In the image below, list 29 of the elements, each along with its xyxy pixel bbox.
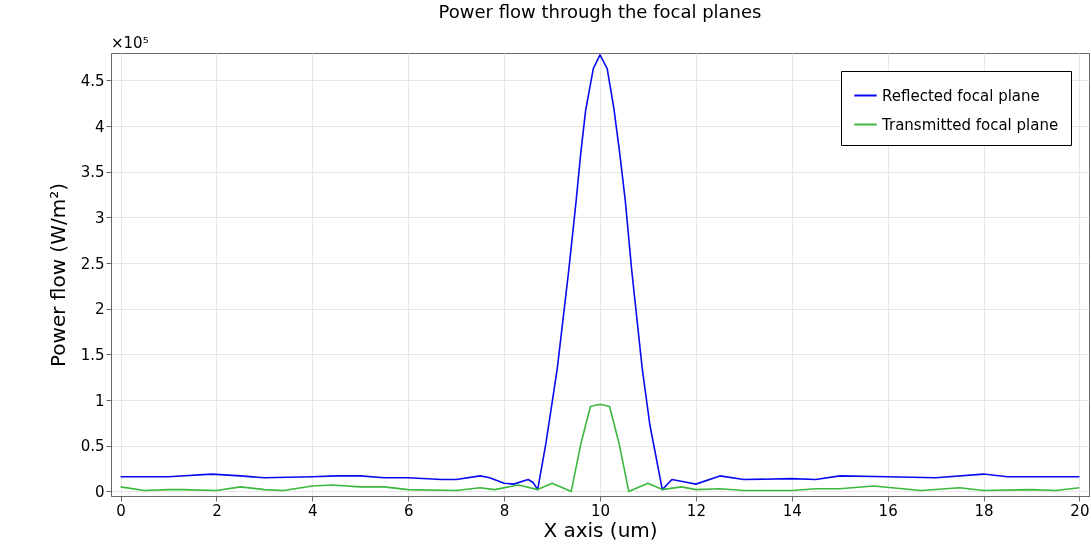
y-tick-label: 2.5 xyxy=(80,254,105,273)
x-axis-title: X axis (um) xyxy=(543,517,658,542)
x-tick-label: 18 xyxy=(974,501,994,520)
y-tick-label: 2 xyxy=(94,300,105,319)
legend-label: Reflected focal plane xyxy=(882,86,1040,105)
x-tick-label: 20 xyxy=(1070,501,1090,520)
text: ×10⁵ xyxy=(111,34,149,52)
legend-label: Transmitted focal plane xyxy=(881,115,1059,134)
y-tick-label: 4 xyxy=(94,117,105,136)
x-tick-label: 12 xyxy=(686,501,706,520)
x-tick-label: 4 xyxy=(308,501,318,520)
y-tick-label: 0 xyxy=(94,482,105,501)
y-tick-label: 0.5 xyxy=(80,437,105,456)
y-axis-title: Power flow (W/m²) xyxy=(45,183,70,367)
y-tick-label: 3.5 xyxy=(80,163,105,182)
y-tick-label: 1 xyxy=(94,391,105,410)
x-tick-label: 0 xyxy=(116,501,126,520)
line-series xyxy=(119,54,1081,491)
y-tick-label: 3 xyxy=(94,208,105,227)
x-tick-label: 6 xyxy=(403,501,414,520)
y-tick-label: 1.5 xyxy=(80,345,105,364)
x-tick-label: 16 xyxy=(878,501,898,520)
chart-title: Power flow through the focal planes xyxy=(438,1,762,22)
x-tick-label: 8 xyxy=(499,501,510,520)
x-tick-label: 14 xyxy=(782,501,802,520)
line-series xyxy=(119,403,1081,493)
x-tick-label: 2 xyxy=(212,501,222,520)
y-tick-label: 4.5 xyxy=(80,71,105,90)
x-tick-label: 10 xyxy=(590,501,611,520)
